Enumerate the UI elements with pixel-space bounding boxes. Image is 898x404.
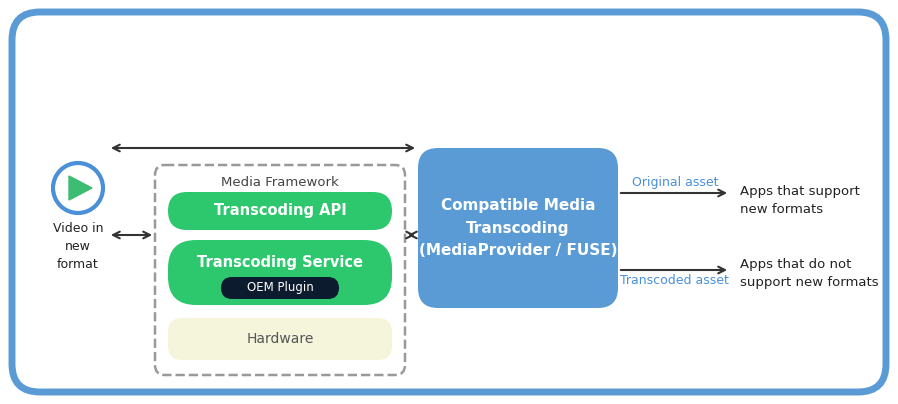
FancyBboxPatch shape [418,148,618,308]
Text: Video in
new
format: Video in new format [53,222,103,271]
Text: Apps that do not
support new formats: Apps that do not support new formats [740,258,878,289]
Text: Media Framework: Media Framework [221,177,339,189]
Text: Transcoding Service: Transcoding Service [197,255,363,269]
FancyBboxPatch shape [168,192,392,230]
Text: Apps that support
new formats: Apps that support new formats [740,185,860,216]
Polygon shape [69,176,92,200]
Text: Transcoding API: Transcoding API [214,204,347,219]
Text: Compatible Media
Transcoding
(MediaProvider / FUSE): Compatible Media Transcoding (MediaProvi… [418,198,617,258]
FancyBboxPatch shape [221,277,339,299]
Text: Original asset: Original asset [632,176,718,189]
Text: Transcoded asset: Transcoded asset [620,274,729,287]
FancyBboxPatch shape [168,240,392,305]
FancyBboxPatch shape [168,318,392,360]
FancyBboxPatch shape [12,12,886,392]
Text: OEM Plugin: OEM Plugin [247,282,313,295]
Text: Hardware: Hardware [246,332,313,346]
